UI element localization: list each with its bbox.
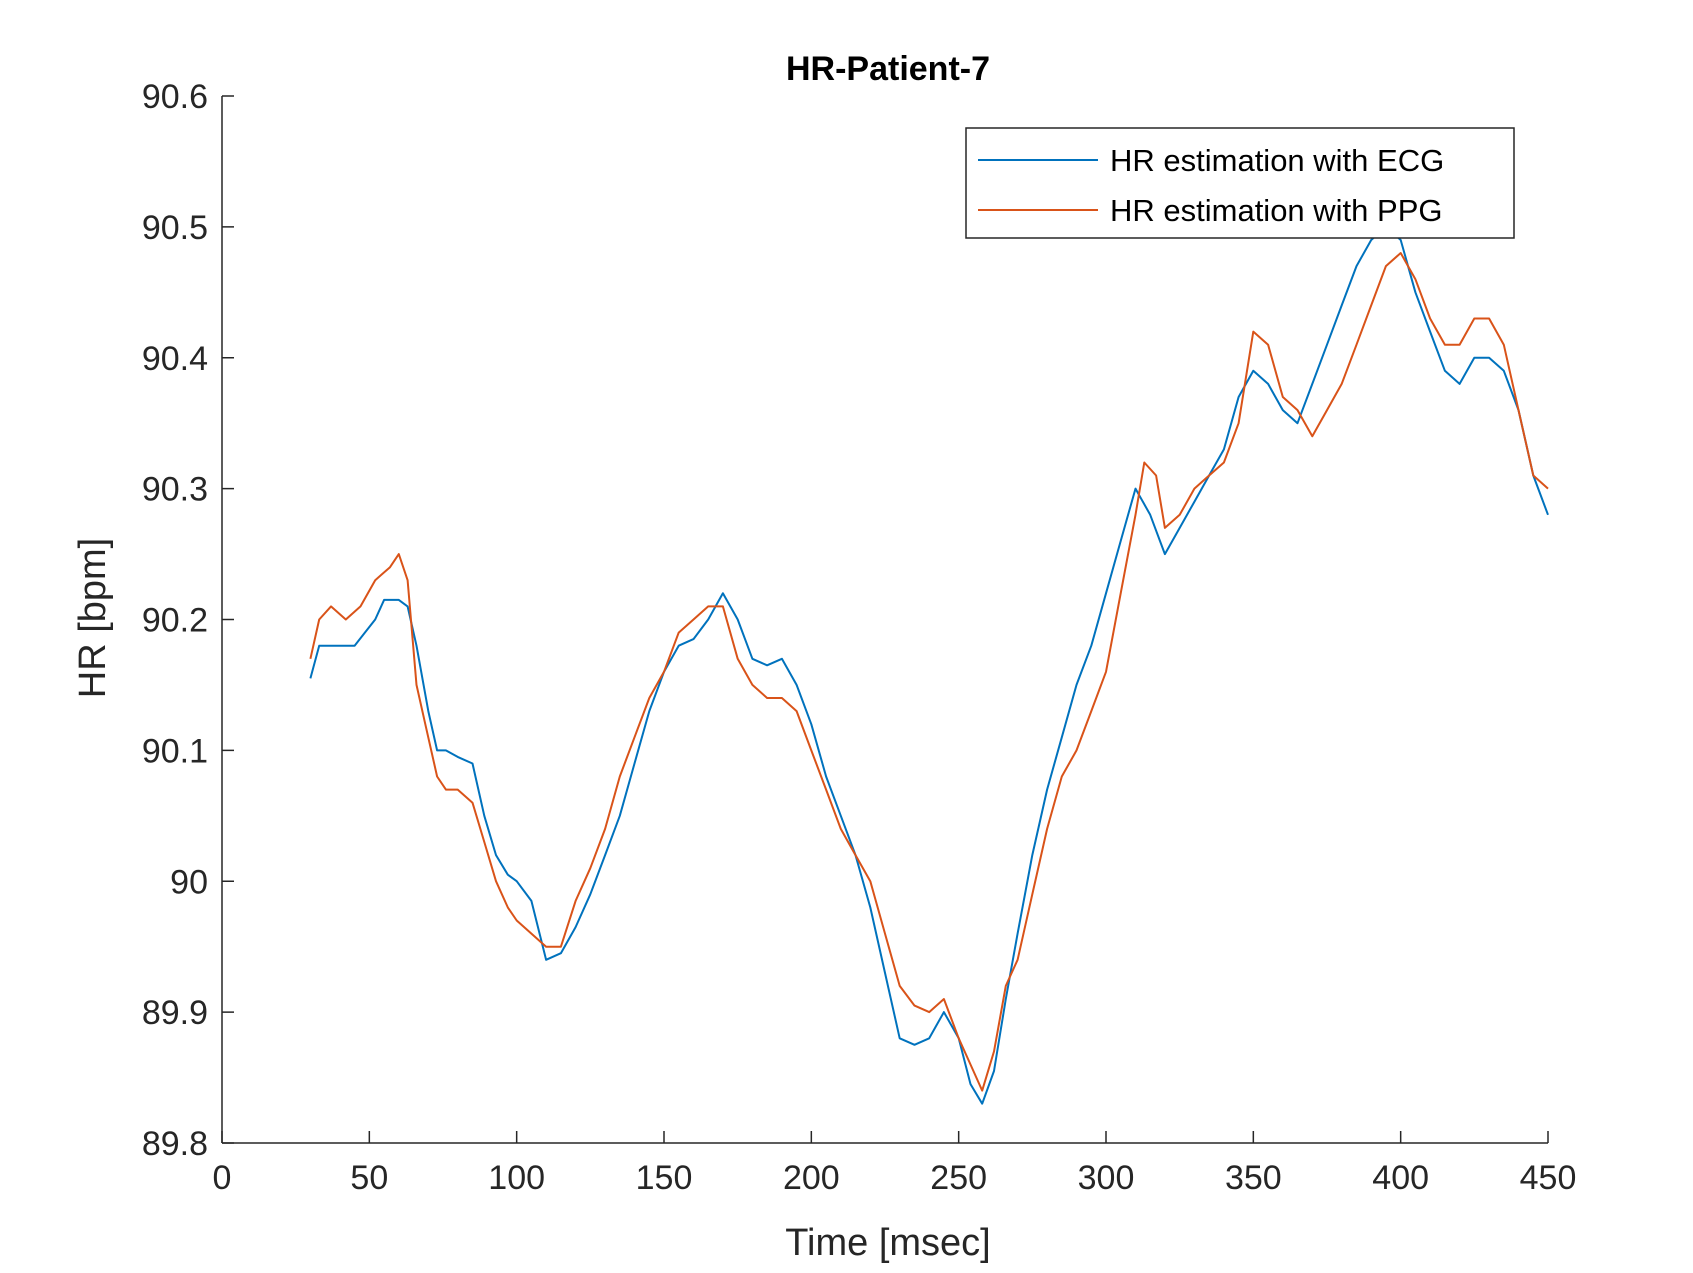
x-tick-label: 50 [350,1159,388,1197]
legend: HR estimation with ECG HR estimation with… [965,127,1515,239]
x-tick-label: 0 [213,1159,232,1197]
series-line-ppg [309,252,1549,1092]
legend-box [965,127,1515,239]
y-tick-label: 90.1 [142,732,208,770]
x-tick-label: 400 [1372,1159,1429,1197]
x-tick-label: 100 [488,1159,545,1197]
y-tick-label: 90.2 [142,602,208,640]
x-tick-label: 450 [1520,1159,1577,1197]
plot-area [309,225,1549,1105]
x-tick-label: 250 [930,1159,987,1197]
x-tick-label: 350 [1225,1159,1282,1197]
y-axis-label: HR [bpm] [72,538,114,698]
y-tick-label: 90.5 [142,209,208,247]
x-tick-label: 150 [636,1159,693,1197]
x-tick-label: 200 [783,1159,840,1197]
axes: 0 50 100 150 200 250 300 350 400 450 89.8 89.9 90 90.… [142,78,1577,1197]
y-tick-label: 89.9 [142,994,208,1032]
y-tick-label: 90.6 [142,78,208,116]
chart-title: HR-Patient-7 [786,50,990,88]
y-tick-label: 89.8 [142,1125,208,1163]
legend-label: HR estimation with ECG [1110,143,1444,178]
y-tick-label: 90 [170,863,208,901]
y-tick-label: 90.4 [142,340,208,378]
x-axis-label: Time [msec] [785,1222,991,1264]
x-tick-label: 300 [1078,1159,1135,1197]
series-line-ecg [309,225,1549,1105]
y-tick-label: 90.3 [142,471,208,509]
legend-label: HR estimation with PPG [1110,193,1443,228]
